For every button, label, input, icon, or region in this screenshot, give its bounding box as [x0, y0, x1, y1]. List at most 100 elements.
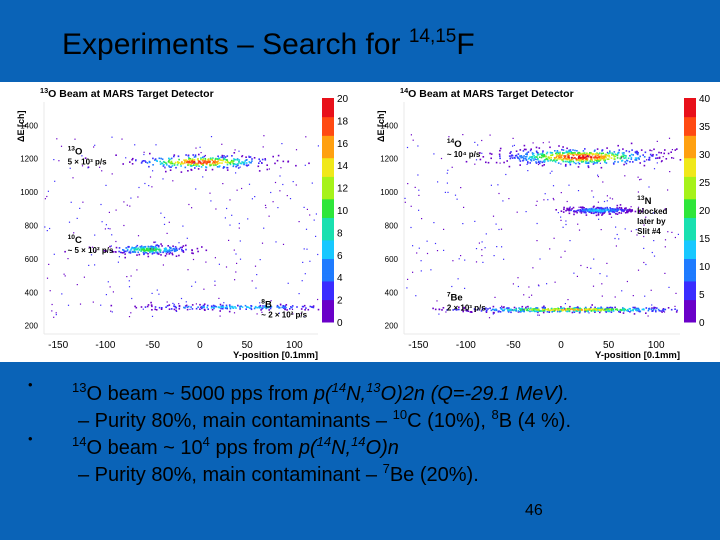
event-point: [498, 153, 501, 156]
event-point: [84, 157, 87, 159]
colorbar-segment: [322, 314, 334, 319]
title-tail: F: [456, 28, 475, 61]
event-point: [68, 221, 71, 223]
event-point: [570, 160, 573, 163]
event-point: [110, 245, 112, 247]
event-point: [517, 311, 520, 313]
event-point: [446, 182, 448, 184]
colorbar-segment: [684, 213, 696, 218]
event-point: [568, 310, 571, 312]
event-point: [168, 253, 171, 255]
event-point: [237, 164, 239, 166]
colorbar-segment: [684, 135, 696, 140]
event-point: [146, 249, 149, 252]
event-point: [232, 165, 235, 168]
event-point: [282, 305, 284, 307]
event-point: [210, 163, 212, 166]
event-point: [548, 311, 550, 313]
event-point: [523, 309, 525, 312]
event-point: [197, 162, 200, 164]
event-point: [418, 189, 420, 191]
event-point: [254, 196, 256, 198]
event-point: [627, 157, 630, 160]
event-point: [239, 166, 241, 168]
event-point: [159, 251, 162, 253]
event-point: [191, 207, 193, 209]
event-point: [563, 307, 565, 309]
event-point: [443, 249, 445, 251]
event-point: [495, 309, 498, 312]
event-point: [495, 223, 497, 225]
colorbar-segment: [684, 266, 696, 271]
event-point: [163, 247, 166, 250]
event-cluster-3: [432, 304, 678, 315]
event-point: [474, 141, 476, 143]
event-point: [589, 211, 592, 213]
event-point: [559, 156, 562, 159]
event-point: [557, 212, 559, 214]
event-point: [582, 150, 585, 152]
event-point: [214, 162, 216, 165]
event-point: [140, 247, 142, 249]
event-point: [619, 310, 621, 312]
event-point: [618, 310, 620, 313]
event-point: [612, 153, 615, 155]
event-point: [452, 309, 454, 311]
event-point: [148, 185, 150, 187]
event-point: [490, 309, 493, 312]
event-point: [125, 247, 127, 249]
event-point: [565, 223, 567, 226]
event-point: [200, 157, 202, 159]
event-point: [499, 311, 502, 313]
event-point: [414, 186, 416, 188]
event-point: [488, 317, 491, 319]
event-point: [542, 142, 544, 144]
event-point: [557, 162, 560, 164]
event-point: [622, 148, 624, 150]
event-point: [79, 303, 82, 305]
event-point: [210, 305, 213, 307]
event-point: [613, 211, 616, 214]
event-point: [187, 163, 189, 166]
event-point: [537, 163, 540, 166]
event-point: [600, 158, 602, 160]
text: N,: [331, 437, 352, 459]
event-point: [575, 162, 577, 165]
colorbar-segment: [684, 273, 696, 278]
event-point: [147, 250, 150, 252]
event-point: [105, 294, 107, 296]
event-point: [178, 303, 180, 305]
event-point: [418, 209, 420, 211]
event-point: [598, 160, 601, 162]
event-point: [207, 308, 209, 310]
event-point: [557, 155, 560, 157]
event-point: [572, 157, 575, 160]
event-point: [625, 150, 628, 152]
event-point: [568, 161, 570, 163]
event-point: [130, 247, 133, 250]
event-point: [170, 308, 173, 310]
event-point: [94, 250, 97, 252]
event-point: [270, 300, 272, 302]
colorbar-segment: [684, 98, 696, 103]
text: p(: [298, 437, 317, 459]
event-point: [643, 247, 645, 249]
event-point: [519, 160, 522, 162]
cluster-annotation-1: 14O~ 10⁴ p/s: [447, 138, 481, 159]
event-point: [507, 311, 510, 313]
event-point: [55, 314, 57, 316]
colorbar-segment: [322, 254, 334, 260]
text: O)n: [365, 437, 399, 459]
event-point: [551, 160, 554, 162]
event-point: [250, 305, 252, 307]
event-point: [190, 163, 193, 165]
event-point: [574, 157, 576, 159]
event-point: [624, 308, 626, 311]
event-point: [532, 142, 534, 144]
event-point: [603, 160, 606, 163]
annotation-label: 13O: [68, 146, 83, 158]
event-point: [626, 211, 629, 214]
event-point: [295, 184, 297, 186]
event-point: [525, 306, 527, 308]
event-point: [608, 306, 610, 309]
